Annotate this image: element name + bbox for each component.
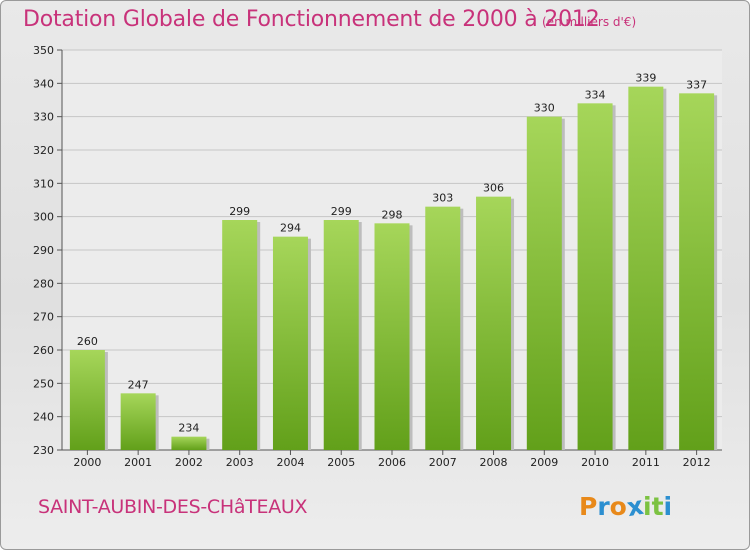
- bar-2006: [374, 223, 410, 450]
- x-tick-label-2000: 2000: [73, 456, 101, 469]
- value-label-2006: 298: [382, 208, 403, 221]
- x-tick-label-2005: 2005: [327, 456, 355, 469]
- value-label-2009: 330: [534, 102, 555, 115]
- chart-title: Dotation Globale de Fonctionnement de 20…: [23, 7, 600, 32]
- logo-letter: i: [663, 492, 673, 521]
- x-tick-label-2006: 2006: [378, 456, 406, 469]
- x-tick-label-2002: 2002: [175, 456, 203, 469]
- bar-2001: [120, 393, 156, 450]
- value-label-2012: 337: [686, 78, 707, 91]
- y-tick-label: 340: [33, 77, 54, 90]
- value-label-2005: 299: [331, 205, 352, 218]
- bar-2000: [69, 350, 105, 450]
- value-label-2007: 303: [432, 192, 453, 205]
- bar-2003: [222, 220, 258, 450]
- bar-2011: [628, 86, 664, 451]
- x-tick-label-2012: 2012: [683, 456, 711, 469]
- x-tick-label-2001: 2001: [124, 456, 152, 469]
- y-tick-label: 350: [33, 44, 54, 57]
- bar-2004: [272, 236, 308, 450]
- y-tick-label: 240: [33, 411, 54, 424]
- logo-letter: i: [643, 492, 652, 521]
- value-label-2001: 247: [128, 378, 149, 391]
- value-label-2010: 334: [585, 88, 606, 101]
- y-tick-label: 260: [33, 344, 54, 357]
- logo-letter: o: [609, 492, 627, 521]
- y-tick-label: 300: [33, 211, 54, 224]
- logo-letter: t: [651, 492, 664, 521]
- value-label-2008: 306: [483, 182, 504, 195]
- x-tick-label-2011: 2011: [632, 456, 660, 469]
- y-tick-label: 310: [33, 177, 54, 190]
- bar-2012: [679, 93, 715, 450]
- x-tick-label-2004: 2004: [276, 456, 304, 469]
- x-tick-label-2008: 2008: [480, 456, 508, 469]
- proxiti-logo[interactable]: Proxiti: [579, 491, 673, 522]
- x-tick-label-2009: 2009: [530, 456, 558, 469]
- y-tick-label: 230: [33, 444, 54, 457]
- logo-letter: r: [597, 492, 610, 521]
- value-label-2011: 339: [635, 72, 656, 85]
- bar-2007: [425, 206, 461, 450]
- value-label-2000: 260: [77, 335, 98, 348]
- y-tick-label: 250: [33, 377, 54, 390]
- value-label-2002: 234: [178, 422, 199, 435]
- bar-2005: [323, 220, 359, 450]
- y-tick-label: 270: [33, 311, 54, 324]
- x-tick-label-2003: 2003: [226, 456, 254, 469]
- bar-2008: [476, 196, 512, 450]
- y-tick-label: 290: [33, 244, 54, 257]
- commune-name: SAINT-AUBIN-DES-CHâTEAUX: [38, 496, 308, 518]
- x-tick-label-2007: 2007: [429, 456, 457, 469]
- bar-2009: [526, 116, 562, 451]
- y-tick-label: 330: [33, 111, 54, 124]
- value-label-2004: 294: [280, 222, 301, 235]
- value-label-2003: 299: [229, 205, 250, 218]
- y-tick-label: 320: [33, 144, 54, 157]
- bar-2002: [171, 436, 207, 450]
- x-tick-label-2010: 2010: [581, 456, 609, 469]
- bar-2010: [577, 103, 613, 450]
- logo-letter: P: [579, 492, 598, 521]
- y-tick-label: 280: [33, 277, 54, 290]
- chart-unit: (en milliers d'€): [542, 15, 637, 29]
